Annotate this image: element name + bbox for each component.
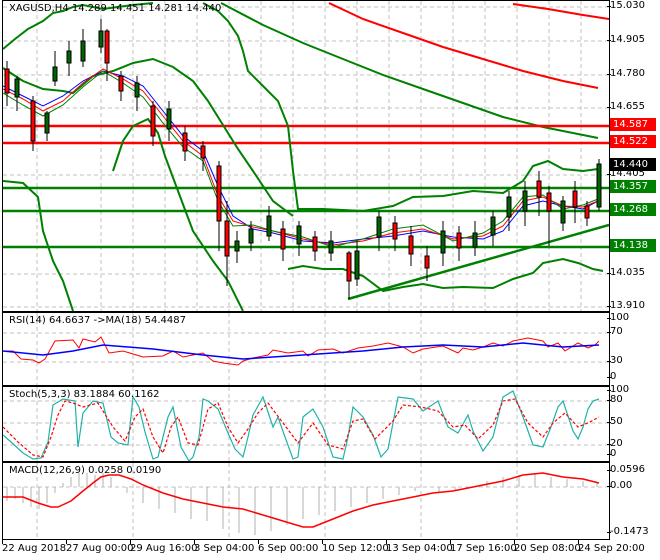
macd-title: MACD(12,26,9) 0.0258 0.0190: [9, 465, 162, 476]
stochastic-tick: 80: [607, 394, 623, 405]
macd-panel[interactable]: MACD(12,26,9) 0.0258 0.0190: [2, 462, 610, 540]
support-level-tag: 14.138: [610, 239, 656, 252]
rsi-axis: 100 70 30 0: [606, 312, 660, 384]
price-axis: 15.030 14.905 14.780 14.655 14.405 14.03…: [607, 0, 660, 312]
time-tick: 22 Aug 2018: [2, 539, 67, 554]
time-tick: 27 Aug 00:00: [66, 539, 134, 554]
time-tick: 24 Sep 20:00: [578, 539, 645, 554]
stochastic-panel[interactable]: Stoch(5,3,3) 83.1884 60.1162: [2, 386, 610, 462]
macd-canvas: [3, 463, 609, 539]
macd-tick: -0.1473: [607, 526, 649, 537]
current-price-tag: 14.440: [610, 158, 656, 171]
rsi-tick: 0: [606, 371, 617, 382]
rsi-tick: 30: [607, 355, 623, 366]
price-tick: 14.655: [607, 101, 645, 112]
rsi-title: RSI(14) 64.6637 ->MA(18) 54.4487: [9, 315, 186, 326]
time-tick: 17 Sep 16:00: [450, 539, 517, 554]
stochastic-canvas: [3, 387, 609, 461]
time-tick: 20 Sep 08:00: [514, 539, 581, 554]
time-tick: 3 Sep 04:00: [194, 539, 255, 554]
rsi-panel[interactable]: RSI(14) 64.6637 ->MA(18) 54.4487: [2, 312, 610, 386]
macd-tick: 0.00: [606, 480, 633, 491]
stochastic-tick: 50: [607, 416, 623, 427]
stochastic-tick: 20: [607, 438, 623, 449]
resistance-level-tag: 14.587: [610, 118, 656, 131]
support-level-tag: 14.268: [610, 203, 656, 216]
time-axis: 22 Aug 2018 27 Aug 00:00 29 Aug 16:00 3 …: [2, 539, 645, 560]
macd-tick: 0.0596: [607, 464, 645, 475]
stochastic-tick: 0: [606, 448, 617, 459]
rsi-tick: 70: [607, 326, 623, 337]
price-tick: 14.405: [607, 168, 645, 179]
price-tick: 13.910: [607, 300, 645, 311]
macd-axis: 0.0596 0.00 -0.1473: [606, 462, 660, 538]
stochastic-axis: 100 80 50 20 0: [606, 384, 660, 460]
rsi-canvas: [3, 313, 609, 385]
price-chart-panel[interactable]: XAGUSD,H4 14.289 14.451 14.281 14.440: [2, 0, 610, 312]
price-tick: 15.030: [607, 0, 645, 11]
price-tick: 14.780: [607, 68, 645, 79]
time-tick: 13 Sep 04:00: [386, 539, 453, 554]
price-chart-title: XAGUSD,H4 14.289 14.451 14.281 14.440: [9, 3, 222, 14]
price-tick: 14.905: [607, 34, 645, 45]
rsi-tick: 100: [606, 312, 630, 323]
time-tick: 29 Aug 16:00: [130, 539, 198, 554]
support-level-tag: 14.357: [610, 180, 656, 193]
price-chart-canvas: [3, 1, 609, 311]
time-tick: 10 Sep 12:00: [322, 539, 389, 554]
time-tick: 6 Sep 00:00: [258, 539, 319, 554]
stochastic-tick: 100: [606, 384, 630, 395]
stochastic-title: Stoch(5,3,3) 83.1884 60.1162: [9, 389, 160, 400]
resistance-level-tag: 14.522: [610, 135, 656, 148]
price-tick: 14.035: [607, 267, 645, 278]
